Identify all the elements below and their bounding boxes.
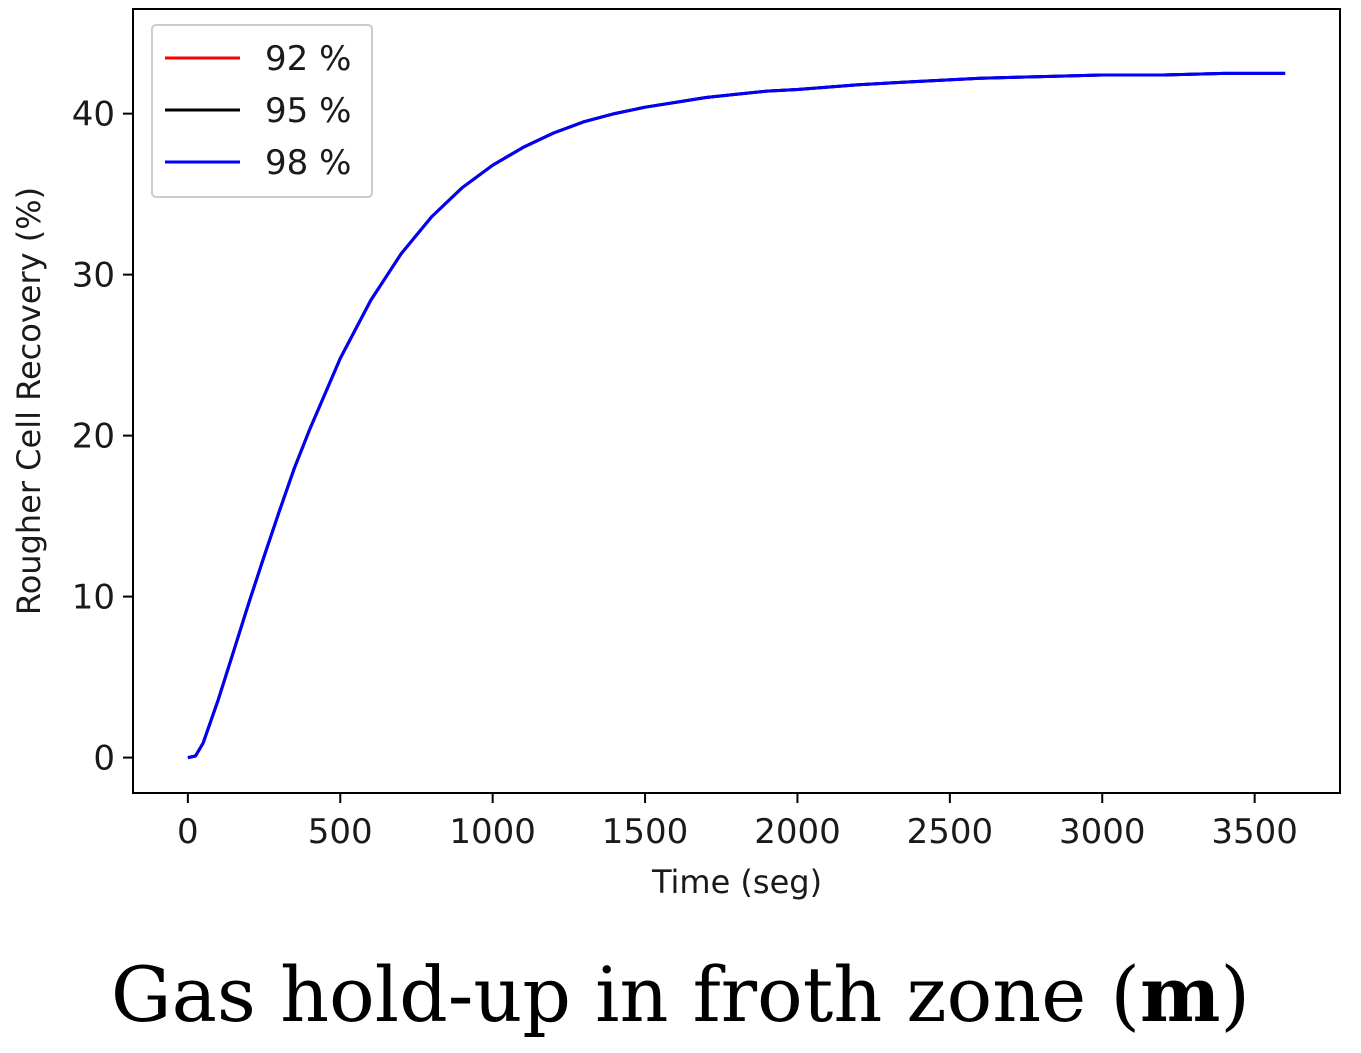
- x-tick-label: 3000: [1059, 812, 1146, 852]
- x-tick-label: 1000: [449, 812, 536, 852]
- y-tick-label: 30: [72, 256, 115, 296]
- plot-frame: [132, 8, 1341, 794]
- figure-caption: Gas hold-up in froth zone (m): [0, 945, 1361, 1045]
- y-tick-label: 10: [72, 578, 115, 618]
- x-tick-label: 3500: [1211, 812, 1298, 852]
- x-tick-label: 2000: [754, 812, 841, 852]
- x-tick-label: 2500: [907, 812, 994, 852]
- y-tick-label: 40: [72, 95, 115, 135]
- caption-text: Gas hold-up in froth zone (: [110, 950, 1140, 1039]
- series-line-3: [187, 71, 1286, 760]
- caption-bold-letter: m: [1140, 950, 1221, 1039]
- x-tick-label: 1500: [602, 812, 689, 852]
- caption-close: ): [1220, 950, 1251, 1039]
- y-tick-label: 0: [93, 739, 115, 779]
- y-axis-title: Rougher Cell Recovery (%): [10, 187, 48, 615]
- recovery-chart: 0 500 1000 1500 2000 2500 3000 3500 0 10 20 30 40 Ti…: [10, 8, 1341, 901]
- x-axis-title: Time (seg): [651, 863, 822, 901]
- legend-label-1: 92 %: [265, 39, 351, 79]
- x-tick-label: 500: [308, 812, 373, 852]
- legend-box: [151, 24, 373, 198]
- legend: 92 % 95 % 98 %: [151, 24, 373, 198]
- y-tick-label: 20: [72, 417, 115, 457]
- legend-label-2: 95 %: [265, 91, 351, 131]
- legend-label-3: 98 %: [265, 143, 351, 183]
- axis-ticks: 0 500 1000 1500 2000 2500 3000 3500 0 10 20 30 40: [72, 95, 1298, 852]
- x-tick-label: 0: [177, 812, 199, 852]
- series-lines: [187, 71, 1286, 760]
